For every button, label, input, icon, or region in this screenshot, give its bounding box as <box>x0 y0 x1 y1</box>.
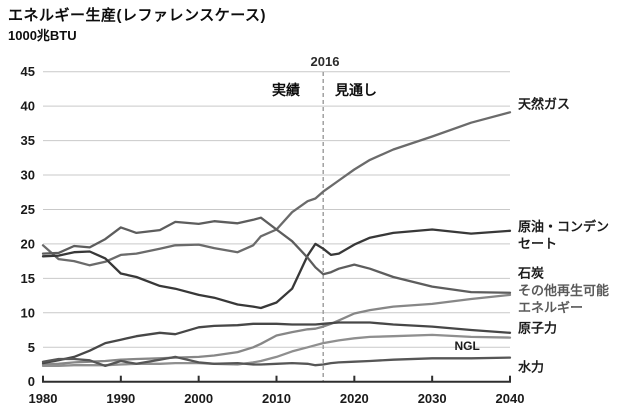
chart-title: エネルギー生産(レファレンスケース) <box>8 7 266 24</box>
y-tick-label: 5 <box>28 340 35 355</box>
y-tick-label: 10 <box>21 305 35 320</box>
x-tick-label: 2020 <box>340 391 369 406</box>
x-tick-label: 2000 <box>184 391 213 406</box>
x-tick-label: 2010 <box>262 391 291 406</box>
y-tick-label: 35 <box>21 133 35 148</box>
y-tick-label: 0 <box>28 374 35 389</box>
outlook-region-label: 見通し <box>335 82 377 98</box>
x-tick-label: 1990 <box>106 391 135 406</box>
y-tick-label: 15 <box>21 271 35 286</box>
y-tick-label: 45 <box>21 64 35 79</box>
actual-region-label: 実績 <box>272 82 300 98</box>
series-path-coal <box>41 216 512 294</box>
x-tick-label: 2040 <box>496 391 525 406</box>
y-tick-label: 25 <box>21 202 35 217</box>
x-tick-label: 2030 <box>418 391 447 406</box>
x-tick-label: 1980 <box>29 391 58 406</box>
chart-unit-label: 1000兆BTU <box>8 28 77 43</box>
divider-year-label: 2016 <box>310 54 340 69</box>
series-path-hydro <box>41 355 512 368</box>
y-tick-label: 30 <box>21 168 35 183</box>
y-tick-label: 40 <box>21 99 35 114</box>
series-path-natural-gas <box>41 111 512 267</box>
series-path-other-renewables <box>41 293 512 366</box>
y-tick-label: 20 <box>21 236 35 251</box>
series-path-crude-oil-condensate <box>41 228 512 310</box>
series-path-nuclear <box>41 321 512 365</box>
